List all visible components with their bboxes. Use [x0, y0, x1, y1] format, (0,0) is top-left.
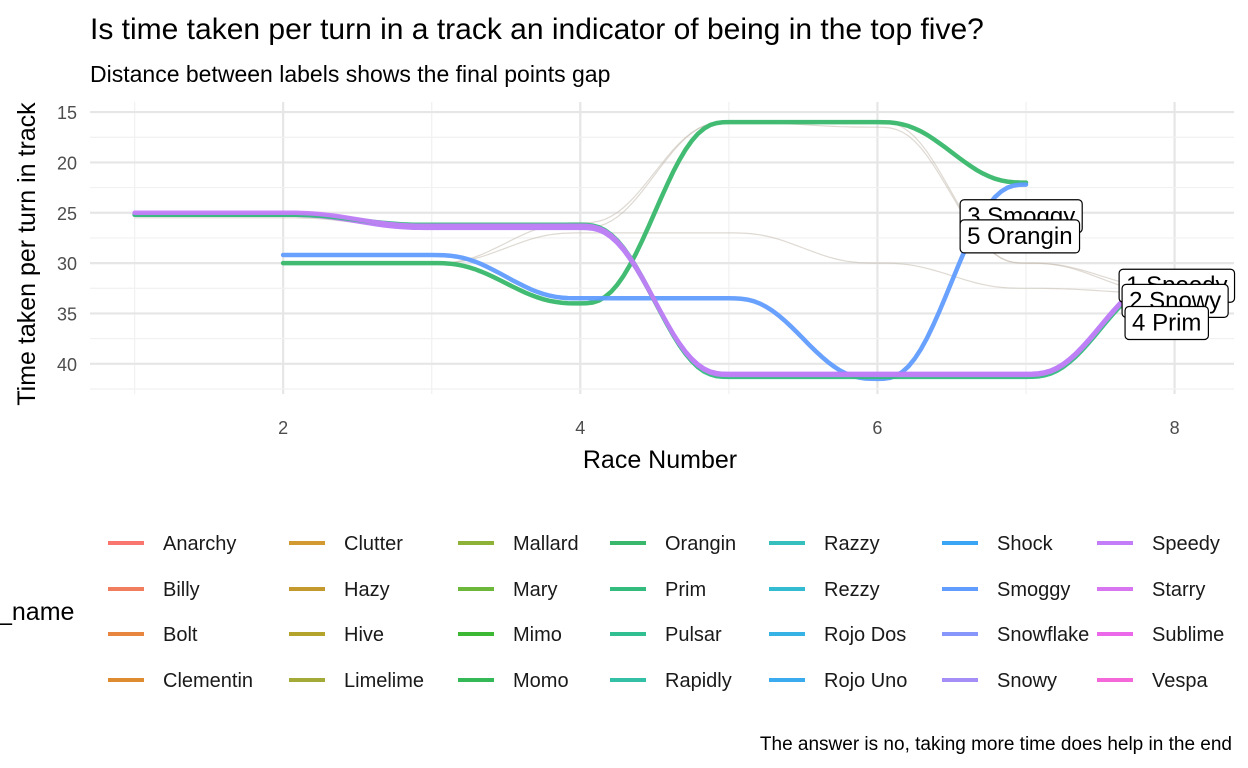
y-tick-label: 35 — [57, 304, 77, 324]
series-line-orangin — [280, 119, 1029, 306]
point-label-box — [959, 219, 1081, 254]
legend: Anarchy Billy Bolt Clementin Clutter Hazy Hive… — [108, 533, 1224, 692]
legend-item: Anarchy — [108, 533, 236, 555]
legend-item: Smoggy — [942, 579, 1070, 601]
background-series-line — [134, 121, 1175, 289]
legend-label: Shock — [997, 533, 1054, 555]
x-tick-label: 8 — [1170, 418, 1180, 438]
legend-item: Snowy — [942, 670, 1057, 692]
legend-label: Hazy — [344, 579, 390, 601]
y-tick-label: 25 — [57, 204, 77, 224]
legend-item: Orangin — [610, 533, 736, 555]
legend-label: Rojo Dos — [824, 624, 906, 646]
point-label: 5 Orangin — [959, 219, 1081, 254]
legend-label: Sublime — [1152, 624, 1224, 646]
legend-label: Mary — [513, 579, 557, 601]
legend-label: Rapidly — [665, 670, 732, 692]
legend-item: Rojo Dos — [769, 624, 906, 646]
legend-label: Limelime — [344, 670, 424, 692]
x-tick-label: 4 — [575, 418, 585, 438]
legend-label: Mimo — [513, 624, 562, 646]
x-tick-label: 2 — [278, 418, 288, 438]
legend-item: Hive — [289, 624, 384, 646]
legend-item: Mary — [458, 579, 557, 601]
legend-item: Clutter — [289, 533, 403, 555]
legend-item: Clementin — [108, 670, 253, 692]
y-tick-label: 15 — [57, 103, 77, 123]
y-tick-label: 20 — [57, 153, 77, 173]
legend-title: _name — [0, 598, 74, 626]
legend-item: Rapidly — [610, 670, 732, 692]
legend-label: Snowy — [997, 670, 1057, 692]
legend-item: Shock — [942, 533, 1054, 555]
legend-label: Anarchy — [163, 533, 236, 555]
x-axis-title: Race Number — [583, 446, 737, 474]
legend-item: Speedy — [1097, 533, 1220, 555]
legend-label: Starry — [1152, 579, 1205, 601]
legend-item: Mallard — [458, 533, 579, 555]
legend-label: Clutter — [344, 533, 403, 555]
legend-label: Pulsar — [665, 624, 722, 646]
legend-item: Mimo — [458, 624, 562, 646]
legend-label: Speedy — [1152, 533, 1220, 555]
legend-item: Sublime — [1097, 624, 1224, 646]
chart-title: Is time taken per turn in a track an ind… — [90, 13, 984, 46]
legend-item: Hazy — [289, 579, 390, 601]
legend-label: Billy — [163, 579, 200, 601]
legend-label: Snowflake — [997, 624, 1089, 646]
y-tick-label: 40 — [57, 355, 77, 375]
point-label: 4 Prim — [1124, 305, 1210, 341]
legend-label: Hive — [344, 624, 384, 646]
axis-ticks: 2 4 6 8 15 20 25 30 35 40 — [57, 103, 1180, 438]
series-lines — [132, 119, 1177, 382]
legend-item: Prim — [610, 579, 706, 601]
chart-caption: The answer is no, taking more time does … — [760, 734, 1232, 755]
legend-label: Mallard — [513, 533, 579, 555]
legend-item: Pulsar — [610, 624, 722, 646]
legend-label: Vespa — [1152, 670, 1208, 692]
legend-item: Rojo Uno — [769, 670, 907, 692]
point-label-text: 4 Prim — [1132, 310, 1201, 337]
legend-item: Rezzy — [769, 579, 880, 601]
legend-label: Razzy — [824, 533, 880, 555]
x-tick-label: 6 — [872, 418, 882, 438]
legend-label: Clementin — [163, 670, 253, 692]
legend-item: Razzy — [769, 533, 880, 555]
legend-item: Momo — [458, 670, 569, 692]
y-axis-title: Time taken per turn in track — [13, 102, 41, 406]
legend-label: Rojo Uno — [824, 670, 907, 692]
legend-label: Prim — [665, 579, 706, 601]
legend-label: Rezzy — [824, 579, 880, 601]
legend-label: Momo — [513, 670, 569, 692]
point-label-box — [1124, 305, 1210, 341]
legend-item: Billy — [108, 579, 200, 601]
legend-item: Snowflake — [942, 624, 1089, 646]
y-tick-label: 30 — [57, 254, 77, 274]
legend-label: Bolt — [163, 624, 198, 646]
legend-label: Smoggy — [997, 579, 1070, 601]
chart-subtitle: Distance between labels shows the final … — [90, 61, 610, 87]
legend-item: Bolt — [108, 624, 198, 646]
point-label-text: 5 Orangin — [967, 223, 1072, 250]
legend-label: Orangin — [665, 533, 736, 555]
legend-item: Limelime — [289, 670, 424, 692]
legend-item: Starry — [1097, 579, 1205, 601]
legend-item: Vespa — [1097, 670, 1208, 692]
series-line-speedy — [132, 210, 1177, 378]
